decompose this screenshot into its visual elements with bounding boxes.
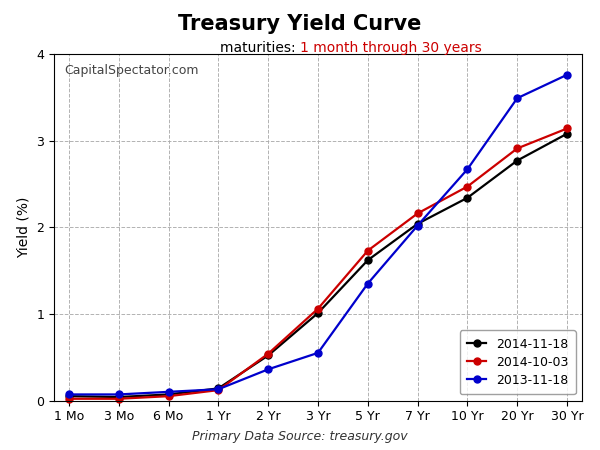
2014-11-18 [265, 353, 272, 358]
Legend: 2014-11-18, 2014-10-03, 2013-11-18: 2014-11-18, 2014-10-03, 2013-11-18 [460, 330, 576, 394]
Text: Treasury Yield Curve: Treasury Yield Curve [178, 14, 422, 33]
2014-10-03 [414, 211, 421, 216]
Line: 2013-11-18: 2013-11-18 [65, 71, 571, 398]
2013-11-18 [514, 95, 521, 101]
2014-11-18 [314, 310, 322, 316]
Text: CapitalSpectator.com: CapitalSpectator.com [65, 64, 199, 77]
2014-10-03 [464, 184, 471, 189]
Line: 2014-10-03: 2014-10-03 [65, 125, 571, 402]
2014-11-18 [165, 392, 172, 397]
2014-11-18 [364, 257, 371, 263]
2013-11-18 [563, 72, 571, 77]
2013-11-18 [414, 223, 421, 228]
2014-11-18 [414, 221, 421, 226]
2013-11-18 [165, 389, 172, 395]
Text: 1 month through 30 years: 1 month through 30 years [300, 41, 482, 55]
2014-10-03 [165, 393, 172, 399]
2014-10-03 [215, 387, 222, 393]
2013-11-18 [364, 281, 371, 286]
2014-10-03 [563, 126, 571, 131]
2014-11-18 [514, 158, 521, 163]
2014-10-03 [115, 396, 122, 401]
2013-11-18 [464, 166, 471, 172]
2013-11-18 [314, 350, 322, 356]
2014-10-03 [314, 306, 322, 311]
2014-10-03 [364, 248, 371, 253]
2014-10-03 [65, 396, 73, 401]
2013-11-18 [215, 387, 222, 392]
2014-11-18 [563, 131, 571, 136]
2014-10-03 [514, 146, 521, 151]
Y-axis label: Yield (%): Yield (%) [17, 197, 31, 258]
2013-11-18 [65, 392, 73, 397]
2014-11-18 [115, 394, 122, 400]
Text: maturities:: maturities: [220, 41, 300, 55]
Text: Primary Data Source: treasury.gov: Primary Data Source: treasury.gov [192, 430, 408, 443]
2013-11-18 [115, 392, 122, 397]
2014-11-18 [464, 195, 471, 201]
2013-11-18 [265, 367, 272, 372]
2014-10-03 [265, 351, 272, 356]
2014-11-18 [65, 393, 73, 399]
Line: 2014-11-18: 2014-11-18 [65, 130, 571, 400]
2014-11-18 [215, 386, 222, 391]
